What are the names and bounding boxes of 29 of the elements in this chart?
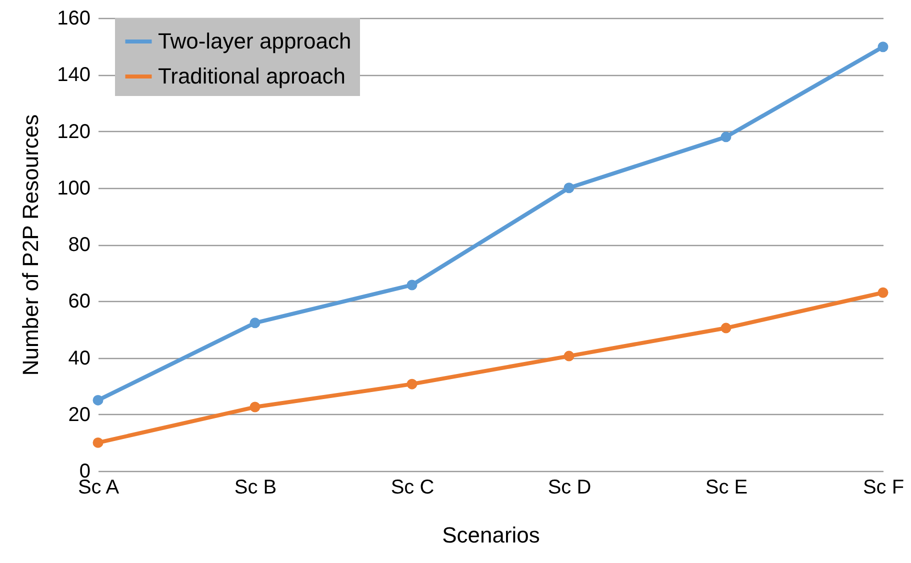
x-tick-label: Sc B [234, 476, 277, 498]
point [406, 280, 418, 290]
point [878, 42, 888, 52]
legend-label: Two-layer approach [158, 28, 352, 54]
point [878, 287, 888, 298]
x-tick-label: Sc F [862, 476, 904, 498]
y-tick-label: 140 [57, 64, 90, 86]
y-tick-label: 100 [57, 177, 90, 200]
point [720, 322, 732, 334]
point [406, 378, 418, 390]
x-tick-label: Sc C [390, 476, 434, 498]
point [92, 437, 104, 448]
x-tick-label: Sc D [548, 476, 592, 498]
y-tick-label: 60 [68, 290, 90, 313]
point [564, 182, 574, 194]
y-tick-label: 40 [68, 347, 90, 370]
point [250, 402, 260, 412]
point [250, 318, 260, 328]
y-tick-label: 80 [68, 234, 90, 256]
x-tick-label: Sc E [705, 476, 748, 498]
point [92, 394, 104, 406]
y-tick-label: 120 [57, 120, 90, 143]
legend-label: Traditional aproach [158, 64, 346, 88]
y-tick-label: 20 [68, 404, 90, 426]
x-axis-title: Scenarios [442, 522, 540, 548]
y-axis-title: Number of P2P Resources [18, 114, 44, 376]
point [720, 132, 732, 142]
point [564, 350, 574, 362]
y-tick-label: 160 [57, 8, 90, 30]
